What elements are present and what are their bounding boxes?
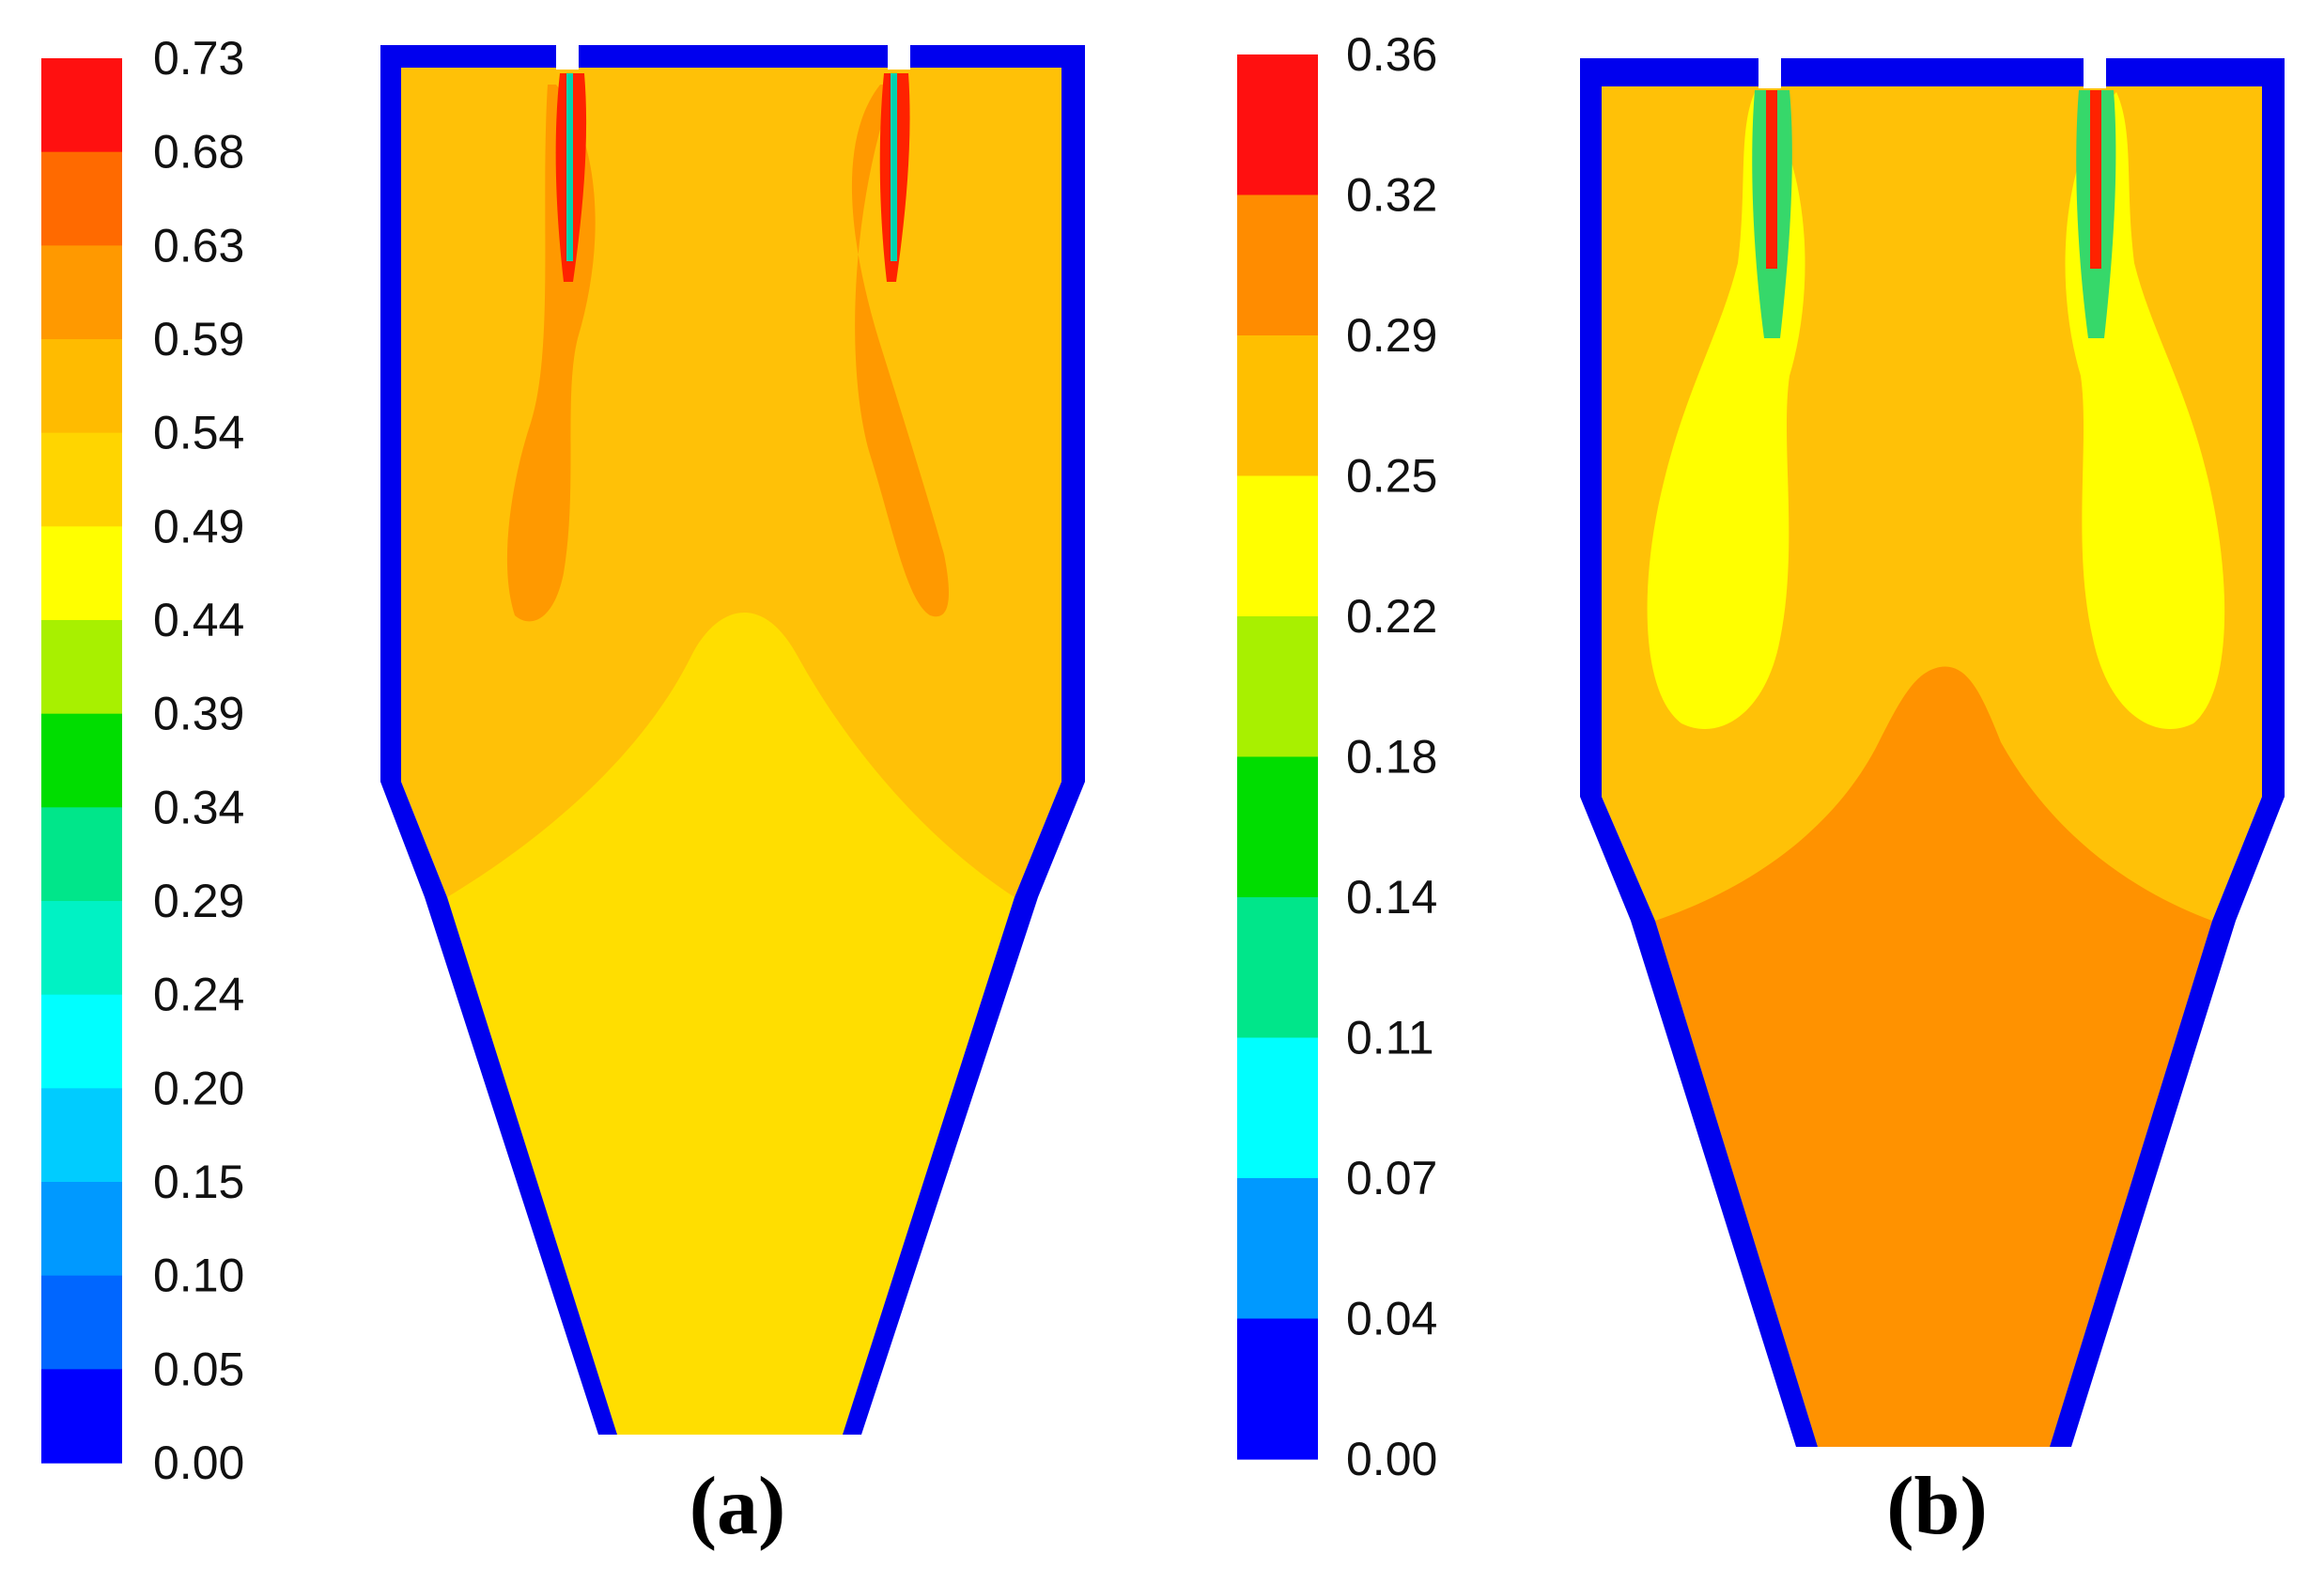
colorbar-tick-label: 0.32 xyxy=(1346,169,1437,222)
panel-b: 0.36 0.32 0.29 0.25 0.22 0.18 0.14 0.11 0.07 0.04… xyxy=(1237,28,2285,1552)
colorbar-tick-label: 0.24 xyxy=(153,969,244,1021)
colorbar-band xyxy=(1237,1178,1318,1320)
panel-label-a: (a) xyxy=(689,1461,786,1552)
colorbar-tick-label: 0.04 xyxy=(1346,1293,1437,1345)
colorbar-tick-label: 0.05 xyxy=(153,1343,244,1395)
colorbar-tick-label: 0.59 xyxy=(153,313,244,365)
contour-jet-a-left-core xyxy=(566,73,573,261)
contour-plume-a-right xyxy=(851,85,949,617)
colorbar-tick-label: 0.18 xyxy=(1346,731,1437,784)
colorbar-a-ticks: 0.73 0.68 0.63 0.59 0.54 0.49 0.44 0.39 0.34 0.29… xyxy=(153,32,244,1489)
colorbar-b: 0.36 0.32 0.29 0.25 0.22 0.18 0.14 0.11 0.07 0.04… xyxy=(1237,28,1437,1485)
colorbar-band xyxy=(1237,194,1318,336)
colorbar-a: 0.73 0.68 0.63 0.59 0.54 0.49 0.44 0.39 0.34 0.29… xyxy=(41,32,244,1489)
colorbar-band xyxy=(41,807,122,902)
contour-region-a-lower xyxy=(447,612,1015,1435)
colorbar-band xyxy=(41,58,122,153)
colorbar-tick-label: 0.29 xyxy=(1346,309,1437,362)
contour-jet-b-right-core xyxy=(2090,90,2101,269)
colorbar-tick-label: 0.29 xyxy=(153,875,244,927)
contour-region-b-lower xyxy=(1655,666,2212,1447)
inlet-gap-a-left xyxy=(556,41,579,70)
colorbar-band xyxy=(1237,54,1318,196)
colorbar-band xyxy=(41,1369,122,1464)
colorbar-tick-label: 0.00 xyxy=(153,1436,244,1489)
colorbar-tick-label: 0.39 xyxy=(153,688,244,740)
colorbar-tick-label: 0.15 xyxy=(153,1156,244,1208)
colorbar-tick-label: 0.11 xyxy=(1346,1012,1434,1064)
colorbar-band xyxy=(41,245,122,340)
colorbar-band xyxy=(41,620,122,715)
colorbar-tick-label: 0.36 xyxy=(1346,28,1437,81)
colorbar-tick-label: 0.34 xyxy=(153,781,244,833)
colorbar-band xyxy=(1237,475,1318,617)
colorbar-band xyxy=(41,901,122,996)
colorbar-b-bands xyxy=(1237,54,1318,1460)
inlet-gap-a-right xyxy=(888,41,910,70)
contour-field-a xyxy=(380,41,1085,1435)
colorbar-band xyxy=(41,713,122,808)
colorbar-tick-label: 0.25 xyxy=(1346,450,1437,503)
contour-field-b xyxy=(1580,54,2285,1447)
colorbar-band xyxy=(1237,335,1318,477)
colorbar-band xyxy=(41,151,122,246)
colorbar-band xyxy=(41,526,122,621)
colorbar-band xyxy=(1237,1037,1318,1179)
colorbar-tick-label: 0.14 xyxy=(1346,871,1437,924)
colorbar-tick-label: 0.54 xyxy=(153,407,244,459)
contour-jet-b-left-core xyxy=(1766,90,1777,269)
colorbar-a-bands xyxy=(41,58,122,1464)
colorbar-band xyxy=(1237,897,1318,1039)
colorbar-tick-label: 0.49 xyxy=(153,500,244,552)
colorbar-tick-label: 0.00 xyxy=(1346,1433,1437,1485)
colorbar-band xyxy=(41,1182,122,1277)
colorbar-tick-label: 0.63 xyxy=(153,219,244,272)
colorbar-band xyxy=(41,1275,122,1370)
panel-label-b: (b) xyxy=(1886,1461,1988,1552)
colorbar-b-ticks: 0.36 0.32 0.29 0.25 0.22 0.18 0.14 0.11 0.07 0.04… xyxy=(1346,28,1437,1485)
inlet-gap-b-left xyxy=(1758,54,1781,88)
colorbar-tick-label: 0.07 xyxy=(1346,1152,1437,1204)
colorbar-band xyxy=(1237,756,1318,898)
colorbar-tick-label: 0.22 xyxy=(1346,590,1437,643)
colorbar-tick-label: 0.44 xyxy=(153,594,244,646)
colorbar-band xyxy=(1237,1318,1318,1460)
colorbar-band xyxy=(1237,616,1318,758)
inlet-gap-b-right xyxy=(2084,54,2106,88)
colorbar-band xyxy=(41,432,122,527)
colorbar-band xyxy=(41,994,122,1089)
colorbar-tick-label: 0.10 xyxy=(153,1250,244,1302)
colorbar-band xyxy=(41,1088,122,1183)
colorbar-tick-label: 0.73 xyxy=(153,32,244,85)
colorbar-tick-label: 0.20 xyxy=(153,1062,244,1114)
contour-jet-a-right-core xyxy=(891,73,897,261)
colorbar-band xyxy=(41,339,122,434)
colorbar-tick-label: 0.68 xyxy=(153,126,244,179)
panel-a: 0.73 0.68 0.63 0.59 0.54 0.49 0.44 0.39 0.34 0.29… xyxy=(41,32,1085,1552)
